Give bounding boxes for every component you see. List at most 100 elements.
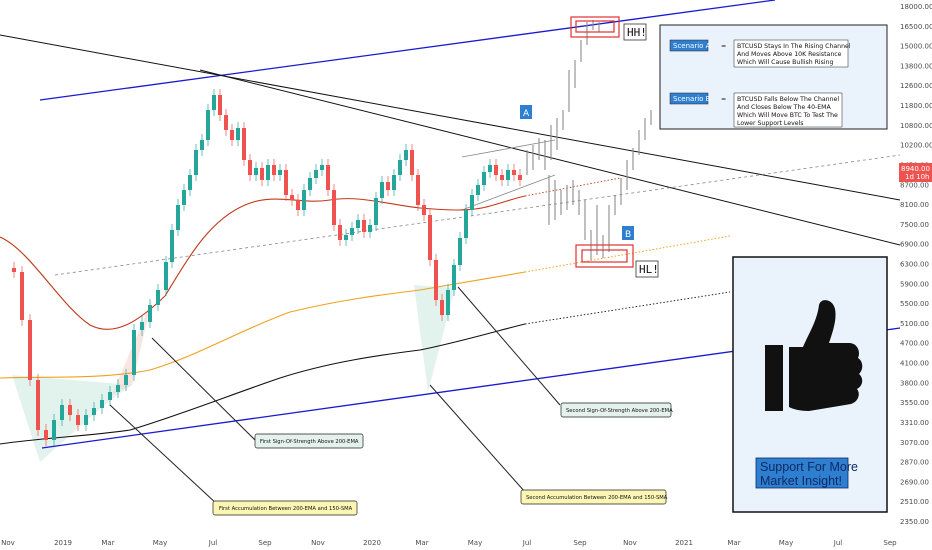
candle — [452, 265, 456, 290]
time-tick-label: Jul — [208, 539, 218, 547]
candle — [422, 205, 426, 215]
candle — [148, 305, 152, 322]
candle — [36, 380, 40, 430]
candle — [68, 405, 72, 415]
candle — [410, 150, 414, 175]
candle — [350, 228, 354, 235]
candle — [404, 150, 408, 160]
sma-150-line — [0, 271, 526, 379]
time-tick-label: May — [153, 539, 167, 547]
svg-text:And Moves Above 10K Resistance: And Moves Above 10K Resistance — [737, 51, 842, 58]
candle — [398, 160, 402, 175]
time-tick-label: May — [468, 539, 482, 547]
callout-first-accum: First Accumulation Between 200-EMA and 1… — [212, 500, 358, 516]
price-tick-label: 3310.00 — [900, 419, 929, 427]
ema-40-projection — [524, 177, 621, 197]
candle — [338, 225, 342, 240]
candle — [164, 262, 168, 290]
price-tick-label: 16500.00 — [900, 23, 932, 31]
connector-first-strength — [151, 337, 256, 441]
svg-text:1d 10h: 1d 10h — [905, 173, 929, 181]
scenario-panel: Scenario A = BTCUSD Stays In The Rising … — [659, 24, 888, 130]
candle — [302, 190, 306, 210]
price-tick-label: 5500.00 — [900, 300, 929, 308]
candle — [52, 420, 56, 440]
scenario-b-marker: B — [622, 226, 634, 240]
ema-200-line — [0, 323, 526, 445]
svg-text:Second Accumulation Between 20: Second Accumulation Between 200-EMA and … — [526, 495, 668, 501]
price-tick-label: 5100.00 — [900, 320, 929, 328]
candle — [266, 165, 270, 180]
time-tick-label: Sep — [883, 539, 897, 547]
support-panel[interactable]: Support For More Market Insight! — [732, 256, 888, 513]
svg-text:=: = — [721, 43, 726, 50]
price-tick-label: 8100.00 — [900, 201, 929, 209]
first-accumulation-zone — [12, 375, 132, 462]
scenario-b-row: Scenario B = BTCUSD Falls Below The Chan… — [669, 92, 843, 128]
descending-resistance-2 — [199, 69, 901, 246]
candle — [296, 200, 300, 210]
price-tick-label: 4700.00 — [900, 340, 929, 348]
candle — [320, 165, 324, 170]
price-tick-label: 18000.00 — [900, 3, 932, 11]
time-axis: Nov 2019 Mar May Jul Sep Nov 2020 Mar May Jul Sep No… — [1, 539, 897, 547]
candle — [12, 268, 16, 272]
candle — [76, 415, 80, 425]
time-tick-label: Mar — [101, 539, 114, 547]
price-tick-label: 6900.00 — [900, 241, 929, 249]
candle — [248, 160, 252, 175]
time-tick-label: Jul — [522, 539, 532, 547]
svg-text:First Accumulation Between 200: First Accumulation Between 200-EMA and 1… — [219, 506, 353, 512]
descending-resistance-1 — [0, 34, 901, 201]
candle — [176, 205, 180, 230]
connector-second-accum — [429, 384, 526, 493]
candle — [212, 95, 216, 110]
candle — [44, 430, 48, 440]
scenario-a-row: Scenario A = BTCUSD Stays In The Rising … — [669, 39, 851, 68]
last-price-tag: 8940.00 1d 10h — [899, 163, 932, 182]
price-tick-label: 2350.00 — [900, 518, 929, 526]
time-tick-label: Nov — [623, 539, 637, 547]
candle — [188, 175, 192, 190]
candle — [84, 415, 88, 425]
candle — [332, 190, 336, 225]
price-tick-label: 2690.00 — [900, 478, 929, 486]
price-tick-label: 11800.00 — [900, 102, 932, 110]
connector-second-strength — [457, 286, 561, 406]
hl-box — [575, 244, 634, 268]
wedge-top — [461, 139, 556, 158]
svg-text:BTCUSD Falls Below The Channel: BTCUSD Falls Below The Channel — [737, 96, 839, 103]
hh-box — [570, 16, 620, 38]
candle — [200, 140, 204, 150]
price-tick-label: 3070.00 — [900, 439, 929, 447]
thumbs-up-icon — [765, 300, 863, 411]
svg-text:Second Sign-Of-Strength Above: Second Sign-Of-Strength Above 200-EMA — [566, 408, 673, 414]
candle — [272, 165, 276, 175]
candle — [124, 375, 128, 385]
hh-label: HH! — [623, 23, 647, 41]
support-line-1: Support For More — [760, 460, 858, 474]
candle — [374, 198, 378, 225]
candle — [434, 260, 438, 300]
candle — [482, 172, 486, 185]
candle — [236, 128, 240, 140]
price-tick-label: 10800.00 — [900, 122, 932, 130]
candle — [60, 405, 64, 420]
candles — [12, 89, 522, 446]
candle — [416, 175, 420, 205]
callout-first-strength: First Sign-Of-Strength Above 200-EMA — [254, 433, 364, 449]
candle — [500, 175, 504, 180]
hl-label: HL! — [635, 260, 659, 278]
time-tick-label: Sep — [573, 539, 587, 547]
candle — [290, 195, 294, 200]
time-tick-label: May — [779, 539, 793, 547]
candle — [362, 220, 366, 232]
price-tick-label: 13800.00 — [900, 62, 932, 70]
candle — [428, 215, 432, 260]
candle — [206, 110, 210, 140]
svg-text:BTCUSD Stays In The Rising Cha: BTCUSD Stays In The Rising Channel — [737, 43, 851, 50]
price-tick-label: 2510.00 — [900, 498, 929, 506]
time-tick-label: 2019 — [54, 539, 72, 547]
candle — [464, 210, 468, 238]
